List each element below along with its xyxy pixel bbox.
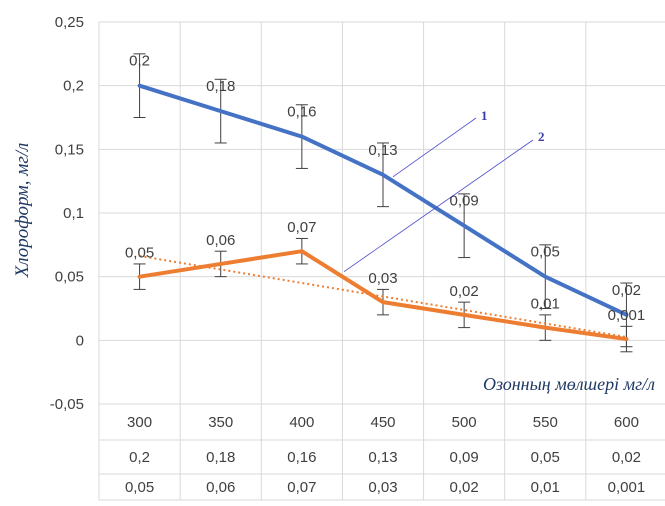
table-category: 300 — [127, 414, 152, 431]
table-category: 350 — [208, 414, 233, 431]
data-label-series-2: 0,001 — [608, 307, 646, 324]
table-cell: 0,2 — [129, 449, 150, 466]
data-label-series-1: 0,02 — [612, 282, 641, 299]
table-cell: 0,07 — [287, 479, 316, 496]
table-cell: 0,03 — [368, 479, 397, 496]
data-table: 300 350 400 450 500 550 600 0,2 0,18 0,16 0,13 0,09… — [99, 414, 665, 501]
table-cell: 0,05 — [125, 479, 154, 496]
trendline — [139, 254, 627, 339]
annotation-2: 2 — [538, 129, 545, 144]
data-label-series-2: 0,01 — [531, 296, 560, 313]
data-labels: 0,2 0,18 0,16 0,13 0,09 0,05 0,02 0,05 0,06 0,07 0… — [125, 53, 645, 324]
y-axis-ticks: 0,25 0,2 0,15 0,1 0,05 0 -0,05 — [50, 14, 84, 413]
y-tick-label: 0,2 — [63, 78, 84, 95]
table-cell: 0,02 — [450, 479, 479, 496]
y-tick-label: 0,1 — [63, 205, 84, 222]
table-category: 600 — [614, 414, 639, 431]
data-label-series-1: 0,09 — [450, 193, 479, 210]
series-lines — [137, 83, 629, 342]
table-category: 400 — [289, 414, 314, 431]
table-category: 500 — [452, 414, 477, 431]
table-category: 450 — [370, 414, 395, 431]
table-cell: 0,02 — [612, 449, 641, 466]
y-axis-label: Хлороформ, мг/л — [12, 143, 33, 279]
table-category: 550 — [533, 414, 558, 431]
data-label-series-1: 0,16 — [287, 104, 316, 121]
table-cell: 0,18 — [206, 449, 235, 466]
data-label-series-2: 0,07 — [287, 219, 316, 236]
series-line-1 — [137, 83, 629, 317]
data-label-series-2: 0,06 — [206, 232, 235, 249]
series-line-2 — [137, 249, 629, 342]
table-cell: 0,06 — [206, 479, 235, 496]
annotation-1-leader — [392, 117, 477, 178]
data-label-series-1: 0,13 — [368, 142, 397, 159]
annotation-2-leader — [343, 139, 534, 272]
trendline-series-2 — [139, 254, 627, 339]
y-tick-label: 0,15 — [55, 141, 84, 158]
table-cell: 0,01 — [531, 479, 560, 496]
annotation-1: 1 — [481, 108, 488, 123]
grid — [98, 21, 665, 500]
data-label-series-2: 0,02 — [450, 283, 479, 300]
data-label-series-1: 0,2 — [129, 53, 150, 70]
data-label-series-2: 0,05 — [125, 245, 154, 262]
table-cell: 0,13 — [368, 449, 397, 466]
y-tick-label: 0,25 — [55, 14, 84, 31]
table-cell: 0,001 — [608, 479, 646, 496]
y-tick-label: 0 — [76, 332, 84, 349]
annotation-lines — [343, 117, 534, 272]
table-cell: 0,09 — [450, 449, 479, 466]
x-axis-label: Озонның мөлшері мг/л — [483, 374, 655, 394]
y-tick-label: 0,05 — [55, 269, 84, 286]
table-cell: 0,16 — [287, 449, 316, 466]
table-cell: 0,05 — [531, 449, 560, 466]
data-label-series-1: 0,05 — [531, 244, 560, 261]
data-label-series-2: 0,03 — [368, 270, 397, 287]
y-tick-label: -0,05 — [50, 396, 84, 413]
data-label-series-1: 0,18 — [206, 78, 235, 95]
